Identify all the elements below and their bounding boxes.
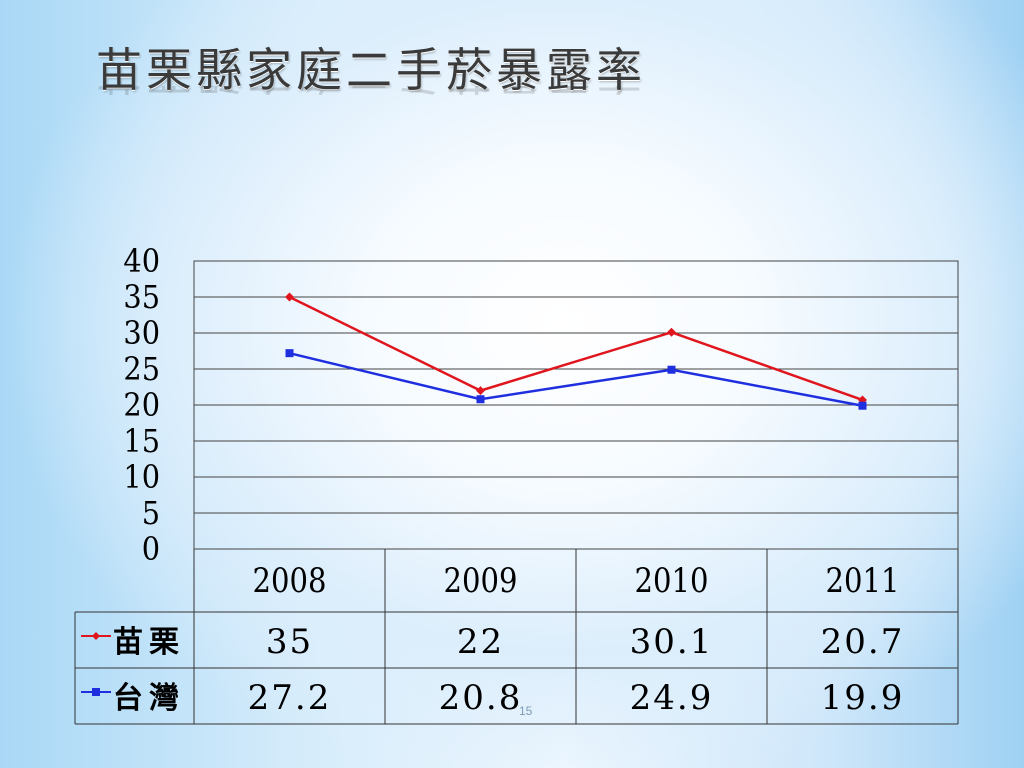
slide-title: 苗栗縣家庭二手菸暴露率 [96, 43, 646, 97]
y-tick-label: 35 [123, 278, 160, 316]
data-point-marker [476, 395, 485, 404]
y-tick-label: 0 [142, 530, 160, 568]
chart-gridlines [193, 260, 959, 550]
data-label: 24.9 [630, 678, 714, 718]
legend-series-name: 苗栗 [113, 625, 185, 660]
data-label: 19.9 [821, 678, 905, 718]
x-category-label: 2008 [253, 561, 327, 601]
data-label: 27.2 [248, 678, 332, 718]
y-tick-label: 25 [123, 350, 160, 388]
data-point-marker [285, 349, 294, 358]
y-tick-label: 30 [123, 314, 160, 352]
x-category-label: 2011 [826, 561, 900, 601]
data-point-marker [667, 327, 676, 337]
data-point-marker [667, 365, 676, 374]
chart-series [285, 292, 867, 410]
legend-key-marker [92, 632, 100, 640]
slide-number: 15 [519, 704, 533, 718]
series-line [289, 351, 863, 407]
x-category-label: 2010 [635, 561, 709, 601]
y-tick-label: 40 [123, 242, 160, 280]
data-point-marker [476, 386, 485, 396]
data-label: 20.7 [821, 622, 905, 662]
data-label: 20.8 [439, 678, 523, 718]
data-label: 30.1 [630, 622, 714, 662]
data-label: 35 [266, 622, 313, 662]
data-label: 22 [457, 622, 504, 662]
data-point-marker [285, 292, 294, 302]
data-table: 2008 2009 2010 2011 苗栗 35 22 30.1 20.7 台灣 27.2 20.8… [74, 549, 959, 725]
y-tick-label: 20 [123, 386, 160, 424]
series-line [288, 295, 863, 402]
y-tick-label: 15 [123, 422, 160, 460]
x-category-label: 2009 [444, 561, 518, 601]
data-point-marker [858, 401, 867, 410]
y-tick-label: 10 [123, 458, 160, 496]
legend-series-name: 台灣 [113, 681, 185, 716]
legend-key-marker [92, 688, 100, 696]
y-tick-label: 5 [142, 494, 160, 532]
